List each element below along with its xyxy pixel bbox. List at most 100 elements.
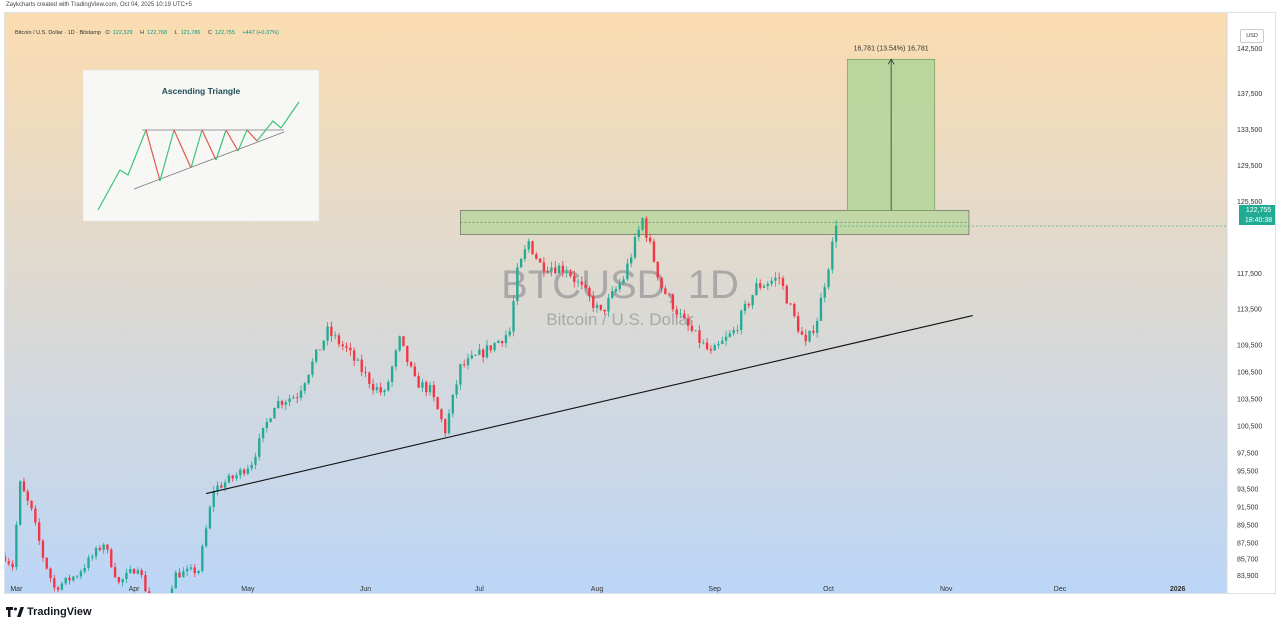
candle-body: [113, 567, 117, 578]
candle-body: [75, 576, 79, 578]
inset-rise-2: [159, 129, 175, 182]
candle-body: [402, 336, 405, 346]
candle-body: [371, 383, 375, 391]
candle-body: [193, 567, 196, 574]
candle-body: [611, 291, 614, 298]
pattern-inset: Ascending Triangle: [82, 69, 320, 222]
candle-body: [7, 561, 10, 564]
ohlc-change: +447 (+0.37%): [242, 30, 279, 36]
candle-body: [87, 557, 90, 568]
inset-rise-3: [190, 129, 203, 169]
x-tick-label: May: [241, 586, 255, 593]
x-tick-label: Oct: [823, 586, 834, 593]
candle-body: [588, 287, 591, 297]
y-tick-label: 133,500: [1237, 127, 1262, 134]
inset-rise-5: [237, 129, 248, 152]
ohlc-low: L 121,786: [174, 30, 201, 36]
candle-body: [808, 330, 811, 342]
candle-body: [531, 241, 534, 255]
y-tick-label: 97,500: [1237, 451, 1259, 458]
candle-body: [656, 261, 659, 278]
ohlc-open: O 122,329: [105, 30, 133, 36]
candle-body: [652, 241, 656, 262]
candle-body: [660, 277, 663, 289]
candle-body: [406, 345, 409, 363]
candle-body: [781, 278, 785, 287]
candle-body: [709, 349, 713, 351]
candle-body: [292, 397, 295, 399]
candle-body: [269, 418, 272, 423]
candle-body: [474, 354, 477, 356]
candle-body: [504, 335, 508, 344]
candle-body: [747, 303, 751, 306]
candle-body: [189, 567, 193, 569]
footer-brand: TradingView: [6, 606, 92, 618]
candle-body: [94, 547, 98, 557]
candle-body: [239, 469, 242, 476]
currency-button[interactable]: USD: [1240, 29, 1264, 43]
candle-body: [648, 237, 652, 242]
candle-body: [694, 330, 697, 332]
candle-body: [26, 491, 29, 501]
y-axis-labels: 142,500 137,500 133,500 129,500 125,500 117,5…: [1237, 46, 1262, 580]
candle-body: [535, 254, 538, 259]
tradingview-logo-icon: [6, 607, 24, 617]
candle-body: [72, 576, 75, 581]
y-tick-label: 85,700: [1237, 557, 1259, 564]
x-tick-label: Jun: [360, 586, 371, 593]
x-axis-labels: Mar Apr May Jun Jul Aug Sep Oct Nov Dec 2026: [10, 586, 1185, 593]
candle-body: [37, 522, 41, 541]
candle-body: [375, 387, 379, 391]
candle-body: [455, 384, 458, 395]
candle-body: [428, 385, 432, 393]
candle-body: [683, 313, 686, 319]
candle-body: [592, 296, 595, 308]
candle-body: [512, 301, 515, 332]
candle-body: [637, 229, 640, 237]
candle-body: [83, 567, 86, 572]
candle-body: [280, 400, 284, 405]
candle-body: [421, 382, 424, 388]
candle-body: [698, 330, 701, 343]
candle-body: [117, 577, 121, 583]
candle-body: [258, 438, 261, 457]
candle-body: [45, 557, 48, 569]
candle-body: [584, 284, 587, 288]
candle-body: [793, 303, 796, 317]
candle-body: [724, 336, 728, 341]
chart-area[interactable]: BTCUSD, 1D Bitcoin / U.S. Dollar 16,781 …: [4, 12, 1276, 594]
candle-body: [318, 349, 322, 351]
candle-body: [705, 342, 709, 350]
candle-body: [178, 572, 181, 578]
inset-panel: [82, 69, 320, 222]
candle-body: [599, 304, 602, 310]
candle-body: [148, 591, 151, 593]
symbol-name[interactable]: Bitcoin / U.S. Dollar · 1D · Bitstamp: [15, 30, 101, 36]
y-tick-label: 125,500: [1237, 199, 1262, 206]
candle-body: [125, 572, 128, 580]
candle-body: [360, 359, 363, 373]
candle-body: [208, 507, 212, 529]
candle-body: [265, 422, 269, 428]
candle-body: [394, 350, 398, 367]
candle-body: [812, 330, 815, 333]
candle-body: [554, 267, 557, 274]
candle-body: [79, 571, 83, 577]
candle-body: [398, 336, 401, 351]
chart-caption: Zaykcharts created with TradingView.com,…: [6, 2, 192, 8]
candle-body: [326, 326, 329, 341]
candle-body: [311, 361, 314, 375]
candle-body: [626, 263, 629, 280]
candle-body: [60, 583, 64, 590]
candle-body: [144, 575, 147, 592]
y-tick-label: 91,500: [1237, 505, 1259, 512]
price-scale[interactable]: [1227, 13, 1275, 593]
candle-body: [481, 349, 485, 358]
candle-body: [220, 485, 223, 488]
price-chart[interactable]: BTCUSD, 1D Bitcoin / U.S. Dollar 16,781 …: [5, 13, 1275, 593]
candle-body: [542, 262, 546, 272]
candle-body: [561, 265, 565, 273]
candle-body: [493, 343, 496, 351]
candle-body: [277, 400, 280, 409]
